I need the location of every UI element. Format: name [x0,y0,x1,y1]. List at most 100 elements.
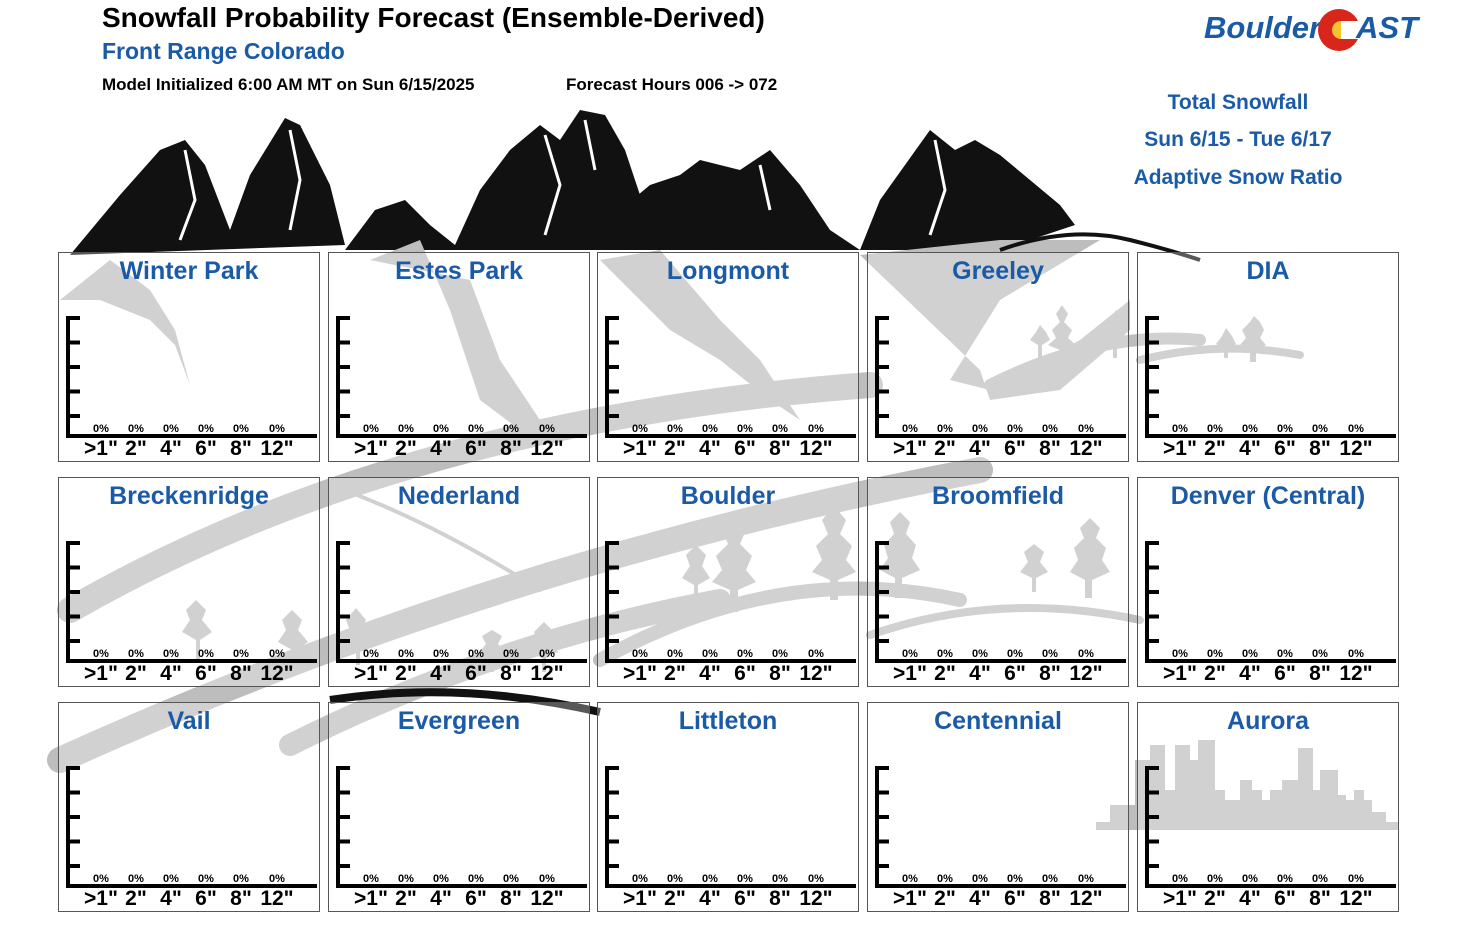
x-tick-label: 8" [500,437,522,460]
x-tick-label: 8" [769,887,791,910]
info-date-range: Sun 6/15 - Tue 6/17 [1144,128,1332,151]
bar-value-label: 0% [937,648,953,660]
x-tick-label: 6" [465,437,487,460]
bar-value-label: 0% [972,648,988,660]
panel-vail: Vail 0% 0% 0% 0% 0% 0% >1" 2" 4" 6" 8" 12" [58,702,320,912]
panel-location-name: Evergreen [397,707,521,735]
x-tick-label: 4" [969,662,991,685]
x-tick-label: 4" [1239,662,1261,685]
bar-value-label: 0% [1348,873,1364,885]
bar-value-label: 0% [972,423,988,435]
x-tick-label: 6" [734,887,756,910]
x-tick-label: 2" [664,662,686,685]
bar-value-label: 0% [737,873,753,885]
panel-location-name: Vail [167,707,211,735]
x-tick-label: 8" [1039,662,1061,685]
x-tick-label: 2" [1204,887,1226,910]
bar-value-label: 0% [1348,648,1364,660]
x-tick-label: >1" [893,887,927,910]
panel-chart [66,316,317,438]
x-tick-label: 12" [530,662,564,685]
panel-location-name: Breckenridge [109,482,269,510]
panel-centennial: Centennial 0% 0% 0% 0% 0% 0% >1" 2" 4" 6" 8" 12" [867,702,1129,912]
bar-value-label: 0% [1312,423,1328,435]
x-tick-label: 6" [1004,662,1026,685]
panel-location-name: Winter Park [119,257,259,285]
bar-value-label: 0% [468,423,484,435]
bar-value-label: 0% [1312,648,1328,660]
chart-subtitle: Front Range Colorado [102,38,345,64]
x-tick-label: 4" [160,662,182,685]
bouldercast-logo: Boulder AST [1204,4,1424,56]
bar-value-label: 0% [937,423,953,435]
x-tick-label: >1" [354,437,388,460]
x-tick-label: 6" [195,887,217,910]
x-tick-label: 8" [1309,887,1331,910]
panel-chart [605,541,856,663]
bar-value-label: 0% [772,423,788,435]
bar-value-label: 0% [363,423,379,435]
city-skyline [1096,740,1398,830]
bar-value-label: 0% [1078,423,1094,435]
x-tick-label: >1" [623,887,657,910]
x-tick-label: 2" [395,437,417,460]
x-tick-label: 4" [1239,887,1261,910]
x-tick-label: >1" [623,437,657,460]
bar-value-label: 0% [128,648,144,660]
bar-value-label: 0% [398,423,414,435]
bar-value-label: 0% [1207,423,1223,435]
bar-value-label: 0% [772,648,788,660]
x-tick-label: 2" [934,887,956,910]
panel-longmont: Longmont 0% 0% 0% 0% 0% 0% >1" 2" 4" 6" 8" 12" [597,252,859,462]
bar-value-label: 0% [128,423,144,435]
bar-value-label: 0% [1172,648,1188,660]
bar-value-label: 0% [233,648,249,660]
bar-value-label: 0% [198,873,214,885]
bar-value-label: 0% [1078,648,1094,660]
bar-value-label: 0% [163,873,179,885]
x-tick-label: 12" [260,662,294,685]
x-tick-label: 2" [934,662,956,685]
x-tick-label: 2" [125,437,147,460]
panel-denver-central: Denver (Central) 0% 0% 0% 0% 0% 0% >1" 2" 4" 6" 8" 1… [1137,477,1399,687]
bar-value-label: 0% [1007,423,1023,435]
bar-value-label: 0% [808,873,824,885]
x-tick-label: >1" [84,437,118,460]
x-tick-label: >1" [354,887,388,910]
x-tick-label: 8" [769,437,791,460]
bar-value-label: 0% [737,648,753,660]
bar-value-label: 0% [1277,873,1293,885]
panel-chart [66,541,317,663]
x-tick-label: 4" [699,437,721,460]
x-tick-label: >1" [84,662,118,685]
bar-value-label: 0% [1242,648,1258,660]
x-tick-label: 2" [395,887,417,910]
x-tick-label: >1" [1163,662,1197,685]
bar-value-label: 0% [1242,873,1258,885]
bar-value-label: 0% [667,648,683,660]
x-tick-label: 12" [1069,887,1103,910]
x-tick-label: 6" [1004,437,1026,460]
bar-value-label: 0% [1242,423,1258,435]
x-tick-label: 8" [500,887,522,910]
bar-value-label: 0% [702,873,718,885]
bar-value-label: 0% [398,873,414,885]
bar-value-label: 0% [163,648,179,660]
logo-word-ast: AST [1356,10,1418,45]
forecast-hours-text: Forecast Hours 006 -> 072 [566,75,778,94]
x-tick-label: >1" [893,437,927,460]
bar-value-label: 0% [128,873,144,885]
panel-location-name: Aurora [1227,707,1309,735]
hill-bands [47,332,1304,773]
x-tick-label: 12" [799,887,833,910]
bar-value-label: 0% [1277,423,1293,435]
bar-value-label: 0% [198,648,214,660]
x-tick-label: 4" [699,887,721,910]
x-tick-label: 6" [1274,887,1296,910]
bar-value-label: 0% [737,423,753,435]
panel-location-name: Broomfield [932,482,1064,510]
x-tick-label: 4" [969,887,991,910]
bar-value-label: 0% [632,873,648,885]
bar-value-label: 0% [1042,648,1058,660]
